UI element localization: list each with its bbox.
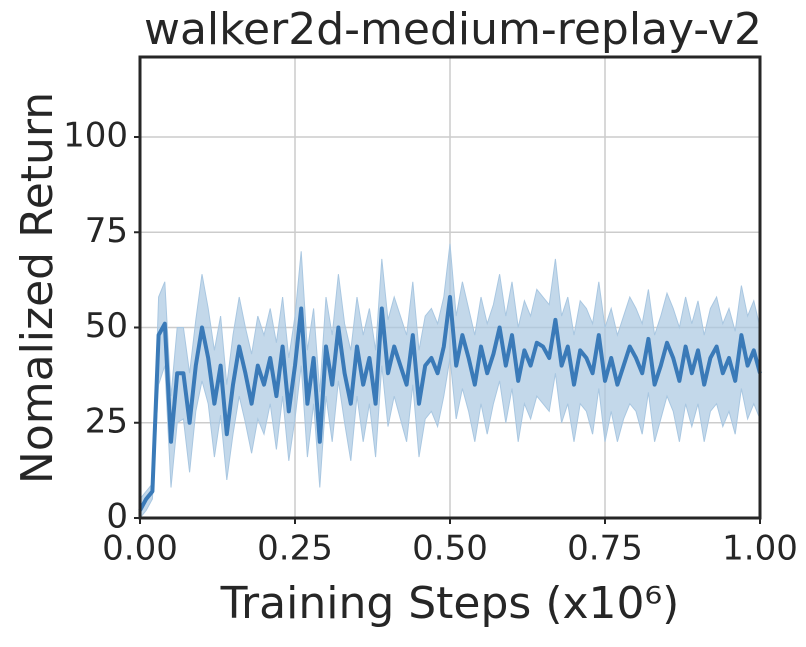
- x-tick-label: 1.00: [722, 529, 798, 569]
- x-tick-label: 0.00: [102, 529, 178, 569]
- y-tick-label: 75: [85, 211, 128, 251]
- plot-frame: [138, 55, 762, 520]
- y-tick-label: 0: [106, 497, 128, 537]
- y-tick-label: 25: [85, 401, 128, 441]
- y-axis-label: Nomalized Return: [12, 92, 63, 484]
- y-tick-label: 100: [63, 116, 128, 156]
- x-tick-label: 0.25: [257, 529, 333, 569]
- x-axis-label: Training Steps (x10⁶): [220, 578, 680, 629]
- mean-line: [138, 295, 762, 512]
- x-tick-label: 0.75: [567, 529, 643, 569]
- x-tick-label: 0.50: [412, 529, 488, 569]
- y-tick-label: 50: [85, 306, 128, 346]
- chart-title: walker2d-medium-replay-v2: [144, 4, 762, 55]
